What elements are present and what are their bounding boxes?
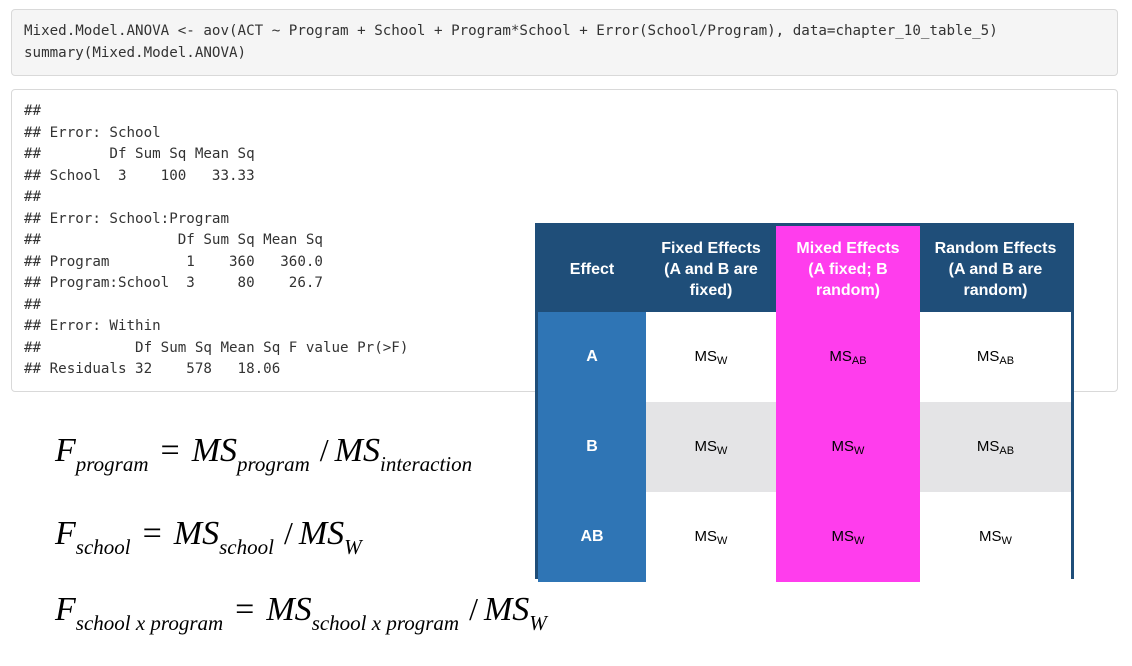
cell-mixed: MSAB [776,312,920,402]
formula-operator: / [319,432,329,468]
cell-mixed: MSW [776,402,920,492]
output-line: ## [24,189,42,205]
header-effect: Effect [538,226,646,312]
formula-subscript: interaction [379,452,473,476]
cell-sub: W [717,534,728,547]
formula-subscript: W [529,611,547,635]
output-line: ## Residuals 32 578 18.06 [24,361,281,377]
header-fixed-effects: Fixed Effects (A and B are fixed) [646,226,776,312]
table-row: B MSW MSW MSAB [538,402,1071,492]
header-mixed-effects: Mixed Effects (A fixed; B random) [776,226,920,312]
header-line: Mixed Effects [796,239,900,257]
cell-random: MSW [920,492,1071,582]
header-line: random) [816,281,880,299]
code-input-block: Mixed.Model.ANOVA <- aov(ACT ~ Program +… [11,9,1118,76]
output-line: ## Df Sum Sq Mean Sq F value Pr(>F) [24,339,409,356]
output-line: ## Error: School:Program [24,210,229,227]
cell-base: MS [694,347,718,365]
cell-sub: AB [851,354,867,367]
formula-symbol: MS [334,432,380,469]
formula-f-program: Fprogram = MSprogram / MSinteraction [55,432,472,476]
formula-operator: = [160,432,180,469]
cell-base: MS [694,527,718,545]
row-label-ab: AB [538,492,646,582]
cell-sub: W [854,444,865,457]
output-line: ## [24,296,42,313]
formula-subscript: program [75,452,149,476]
formula-f-school: Fschool = MSschool / MSW [55,515,362,559]
table-row: AB MSW MSW MSW [538,492,1071,582]
output-line: ## Program 1 360 360.0 [24,253,323,270]
header-random-effects: Random Effects (A and B are random) [920,226,1071,312]
row-label-b: B [538,402,646,492]
header-line: (A and B are [664,260,758,278]
cell-base: MS [829,347,852,365]
formula-subscript: school x program [75,611,224,635]
cell-fixed: MSW [646,402,776,492]
formula-operator: / [469,591,478,627]
cell-fixed: MSW [646,312,776,402]
formula-subscript: school [75,535,131,559]
effects-table-panel: Effect Fixed Effects (A and B are fixed)… [535,223,1074,582]
cell-sub: AB [999,444,1015,457]
code-line: summary(Mixed.Model.ANOVA) [24,44,247,61]
formula-operator: / [283,515,293,551]
formula-subscript: school x program [311,611,460,635]
cell-random: MSAB [920,402,1071,492]
formula-symbol: F [55,515,76,552]
formula-symbol: MS [266,591,312,628]
formula-subscript: program [237,452,310,476]
formula-operator: = [235,591,255,628]
cell-base: MS [979,527,1002,545]
formula-subscript: W [344,535,362,559]
table-header-row: Effect Fixed Effects (A and B are fixed)… [538,226,1071,312]
cell-sub: W [717,444,728,457]
cell-base: MS [694,437,718,455]
formula-symbol: MS [298,515,345,552]
cell-base: MS [976,437,1000,455]
formula-symbol: MS [483,591,530,628]
cell-sub: AB [999,354,1015,367]
output-line: ## School 3 100 33.33 [24,167,255,184]
output-line: ## Error: Within [24,318,161,334]
formula-symbol: F [55,432,76,469]
header-line: (A and B are [948,260,1043,278]
header-line: Fixed Effects [661,239,761,257]
cell-base: MS [831,527,855,545]
formula-operator: = [142,515,162,552]
formula-symbol: F [55,591,76,628]
effects-table: Effect Fixed Effects (A and B are fixed)… [538,226,1071,582]
table-row: A MSW MSAB MSAB [538,312,1071,402]
cell-base: MS [831,437,855,455]
formula-symbol: MS [191,432,238,469]
code-line: Mixed.Model.ANOVA <- aov(ACT ~ Program +… [24,23,998,39]
cell-sub: W [854,534,865,547]
cell-sub: W [717,354,728,367]
output-line: ## Df Sum Sq Mean Sq [24,146,255,162]
header-line: Random Effects [934,239,1057,257]
formula-symbol: MS [173,515,220,552]
output-line: ## Program:School 3 80 26.7 [24,275,323,291]
header-line: random) [963,281,1028,299]
output-line: ## Error: School [24,124,161,141]
header-line: fixed) [689,281,733,299]
formula-subscript: school [219,535,274,559]
formula-f-interaction: Fschool x program = MSschool x program /… [55,591,547,635]
cell-mixed: MSW [776,492,920,582]
output-line: ## Df Sum Sq Mean Sq [24,232,323,248]
header-line: (A fixed; B [808,260,888,278]
cell-fixed: MSW [646,492,776,582]
output-line: ## [24,103,42,119]
cell-base: MS [976,347,1000,365]
cell-sub: W [1001,534,1012,547]
row-label-a: A [538,312,646,402]
cell-random: MSAB [920,312,1071,402]
